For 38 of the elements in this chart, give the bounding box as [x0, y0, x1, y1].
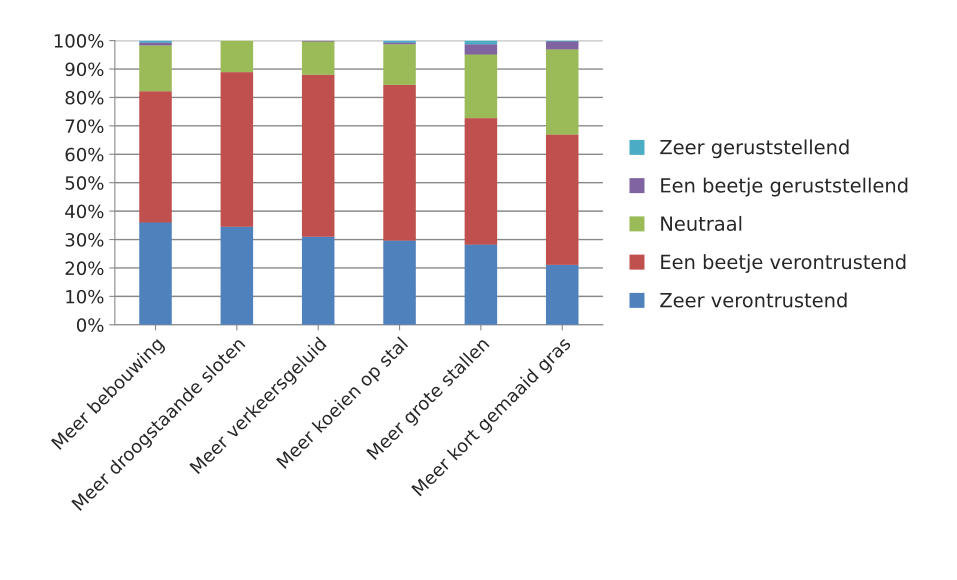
- bar: [139, 91, 172, 222]
- y-tick-label: 0%: [76, 318, 104, 332]
- bar: [464, 54, 498, 118]
- bar: [464, 244, 498, 325]
- y-tick-label: 90%: [65, 62, 104, 76]
- legend-label: Een beetje verontrustend: [661, 254, 906, 273]
- y-tick-label: 80%: [66, 90, 104, 105]
- bar: [464, 40, 498, 44]
- y-tick-label: 70%: [66, 119, 104, 133]
- bar: [139, 45, 172, 92]
- bar: [464, 118, 498, 245]
- bar: [220, 226, 254, 325]
- bar: [546, 49, 579, 135]
- legend-label: Een beetje geruststellend: [661, 178, 908, 196]
- bar: [302, 236, 334, 325]
- bar: [139, 42, 172, 46]
- y-tick-label: 50%: [66, 176, 104, 190]
- bar: [139, 222, 172, 325]
- bar: [302, 74, 334, 237]
- bar: [546, 264, 579, 325]
- legend-label: Zeer geruststellend: [660, 139, 849, 158]
- bar: [383, 84, 416, 241]
- y-tick-label: 30%: [66, 233, 104, 247]
- bar: [464, 44, 498, 55]
- y-tick-label: 100%: [54, 34, 104, 48]
- bar: [546, 134, 579, 265]
- y-tick-label: 60%: [66, 148, 104, 162]
- bar: [546, 41, 579, 50]
- legend-label: Neutraal: [661, 216, 742, 231]
- bar: [383, 44, 416, 85]
- y-tick-label: 10%: [66, 290, 104, 304]
- y-tick-label: 20%: [66, 261, 104, 276]
- bar: [220, 72, 254, 227]
- bar: [383, 240, 416, 325]
- y-tick-label: 40%: [65, 204, 104, 218]
- bar: [220, 40, 254, 72]
- legend-label: Zeer verontrustend: [660, 292, 847, 308]
- bar: [302, 41, 334, 75]
